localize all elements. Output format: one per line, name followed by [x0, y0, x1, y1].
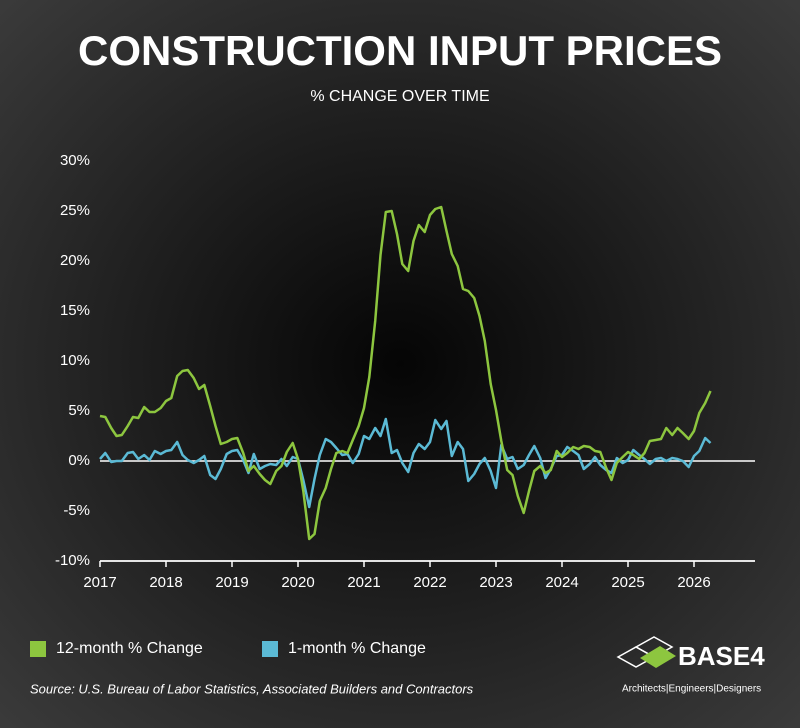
y-tick-label: 30% [60, 152, 90, 169]
y-tick-label: -5% [63, 502, 90, 519]
logo-shape [640, 646, 676, 668]
x-tick-label: 2026 [677, 574, 710, 591]
x-tick-label: 2017 [83, 574, 116, 591]
source: Source: U.S. Bureau of Labor Statistics,… [30, 681, 474, 696]
y-tick-label: 20% [60, 252, 90, 269]
x-tick-label: 2022 [413, 574, 446, 591]
x-tick-label: 2025 [611, 574, 644, 591]
y-tick-label: -10% [55, 552, 90, 569]
logo: BASE4 Architects|Engineers|Designers [616, 636, 765, 695]
x-tick-label: 2019 [215, 574, 248, 591]
logo-tagline: Architects|Engineers|Designers [622, 684, 761, 695]
y-tick-label: 15% [60, 302, 90, 319]
chart-subtitle: % CHANGE OVER TIME [310, 88, 489, 105]
y-tick-label: 5% [68, 402, 90, 419]
x-tick-label: 2024 [545, 574, 578, 591]
y-tick-label: 0% [68, 452, 90, 469]
x-tick-label: 2018 [149, 574, 182, 591]
line-series [99, 205, 712, 541]
legend-swatch [262, 641, 278, 657]
legend-label: 12-month % Change [56, 640, 203, 657]
logo-name: BASE4 [678, 641, 765, 671]
x-tick-label: 2020 [281, 574, 314, 591]
chart-title: CONSTRUCTION INPUT PRICES [78, 27, 722, 74]
y-tick-label: 25% [60, 202, 90, 219]
legend-label: 1-month % Change [288, 640, 426, 657]
y-tick-label: 10% [60, 352, 90, 369]
legend-swatch [30, 641, 46, 657]
x-tick-label: 2021 [347, 574, 380, 591]
x-tick-label: 2023 [479, 574, 512, 591]
